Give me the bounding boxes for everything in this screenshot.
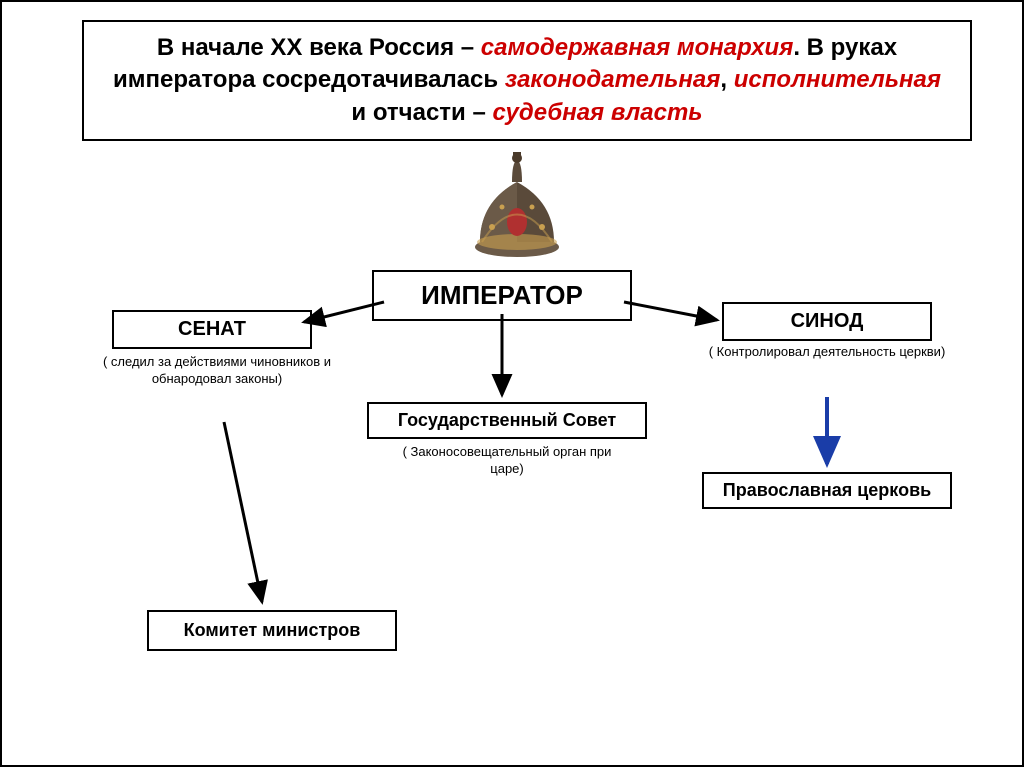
senate-node: СЕНАТ (112, 310, 312, 349)
title-box: В начале XX века Россия – самодержавная … (82, 20, 972, 141)
synod-caption: ( Контролировал деятельность церкви) (702, 344, 952, 361)
council-caption: ( Законосовещательный орган при царе) (387, 444, 627, 478)
council-node: Государственный Совет (367, 402, 647, 439)
crown-icon (462, 152, 572, 262)
emperor-node: ИМПЕРАТОР (372, 270, 632, 321)
committee-node: Комитет министров (147, 610, 397, 651)
senate-caption: ( следил за действиями чиновников и обна… (97, 354, 337, 388)
synod-node: СИНОД (722, 302, 932, 341)
church-node: Православная церковь (702, 472, 952, 509)
